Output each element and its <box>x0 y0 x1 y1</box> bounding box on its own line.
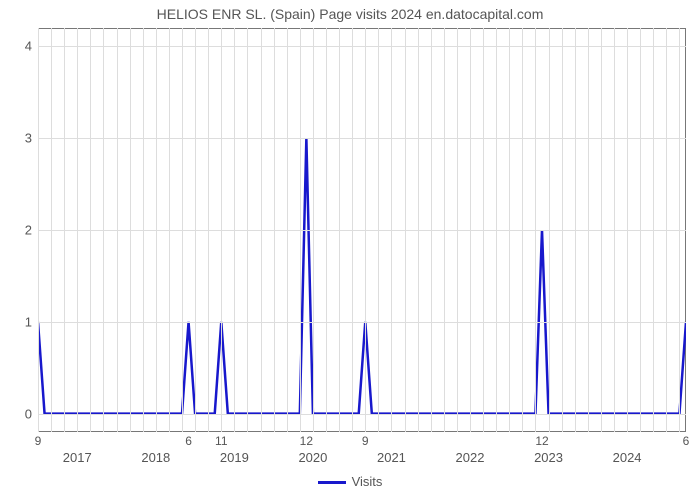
gridline-v-minor <box>182 28 183 432</box>
gridline-v-minor <box>653 28 654 432</box>
gridline-v-minor <box>601 28 602 432</box>
xtick-minor-label: 9 <box>35 434 42 448</box>
gridline-v-minor <box>352 28 353 432</box>
gridline-v-minor <box>457 28 458 432</box>
xtick-minor-label: 12 <box>535 434 548 448</box>
gridline-v-minor <box>221 28 222 432</box>
gridline-v-minor <box>378 28 379 432</box>
ytick-label: 2 <box>25 223 38 238</box>
gridline-v-minor <box>431 28 432 432</box>
gridline-v-minor <box>444 28 445 432</box>
gridline-v-minor <box>535 28 536 432</box>
gridline-v-minor <box>614 28 615 432</box>
gridline-v-minor <box>300 28 301 432</box>
ytick-label: 0 <box>25 406 38 421</box>
gridline-v-minor <box>339 28 340 432</box>
gridline-v-minor <box>326 28 327 432</box>
ytick-label: 4 <box>25 39 38 54</box>
xtick-major-label: 2023 <box>534 450 563 465</box>
gridline-v-minor <box>247 28 248 432</box>
gridline-v-minor <box>588 28 589 432</box>
legend-swatch <box>318 481 346 484</box>
gridline-v-major <box>627 28 628 432</box>
gridline-v-major <box>470 28 471 432</box>
gridline-v-minor <box>418 28 419 432</box>
gridline-v-major <box>313 28 314 432</box>
gridline-v-minor <box>575 28 576 432</box>
xtick-minor-label: 9 <box>362 434 369 448</box>
xtick-major-label: 2017 <box>63 450 92 465</box>
gridline-v-major <box>77 28 78 432</box>
legend-label: Visits <box>352 474 383 489</box>
xtick-major-label: 2020 <box>298 450 327 465</box>
xtick-major-label: 2024 <box>613 450 642 465</box>
gridline-v-minor <box>522 28 523 432</box>
gridline-v-major <box>156 28 157 432</box>
gridline-v-minor <box>287 28 288 432</box>
gridline-v-minor <box>117 28 118 432</box>
ytick-label: 1 <box>25 314 38 329</box>
xtick-minor-label: 6 <box>683 434 690 448</box>
gridline-v-minor <box>365 28 366 432</box>
gridline-v-major <box>549 28 550 432</box>
xtick-minor-label: 6 <box>185 434 192 448</box>
chart-area: 0123420172018201920202021202220232024961… <box>0 24 700 470</box>
gridline-v-minor <box>90 28 91 432</box>
gridline-v-minor <box>103 28 104 432</box>
plot-area: 0123420172018201920202021202220232024961… <box>38 28 686 432</box>
gridline-v-minor <box>666 28 667 432</box>
gridline-v-minor <box>208 28 209 432</box>
gridline-v-minor <box>38 28 39 432</box>
ytick-label: 3 <box>25 131 38 146</box>
gridline-v-minor <box>405 28 406 432</box>
legend: Visits <box>0 470 700 489</box>
xtick-major-label: 2019 <box>220 450 249 465</box>
xtick-minor-label: 12 <box>300 434 313 448</box>
gridline-v-minor <box>130 28 131 432</box>
xtick-major-label: 2022 <box>456 450 485 465</box>
gridline-v-minor <box>51 28 52 432</box>
gridline-v-minor <box>496 28 497 432</box>
gridline-v-major <box>234 28 235 432</box>
gridline-v-minor <box>143 28 144 432</box>
xtick-major-label: 2018 <box>141 450 170 465</box>
page-title: HELIOS ENR SL. (Spain) Page visits 2024 … <box>0 0 700 24</box>
gridline-v-minor <box>509 28 510 432</box>
gridline-v-major <box>391 28 392 432</box>
gridline-v-minor <box>64 28 65 432</box>
gridline-v-minor <box>640 28 641 432</box>
xtick-minor-label: 11 <box>215 434 227 448</box>
xtick-major-label: 2021 <box>377 450 406 465</box>
gridline-v-minor <box>562 28 563 432</box>
gridline-v-minor <box>483 28 484 432</box>
gridline-v-minor <box>679 28 680 432</box>
gridline-v-minor <box>261 28 262 432</box>
gridline-v-minor <box>195 28 196 432</box>
gridline-v-minor <box>169 28 170 432</box>
gridline-v-minor <box>274 28 275 432</box>
